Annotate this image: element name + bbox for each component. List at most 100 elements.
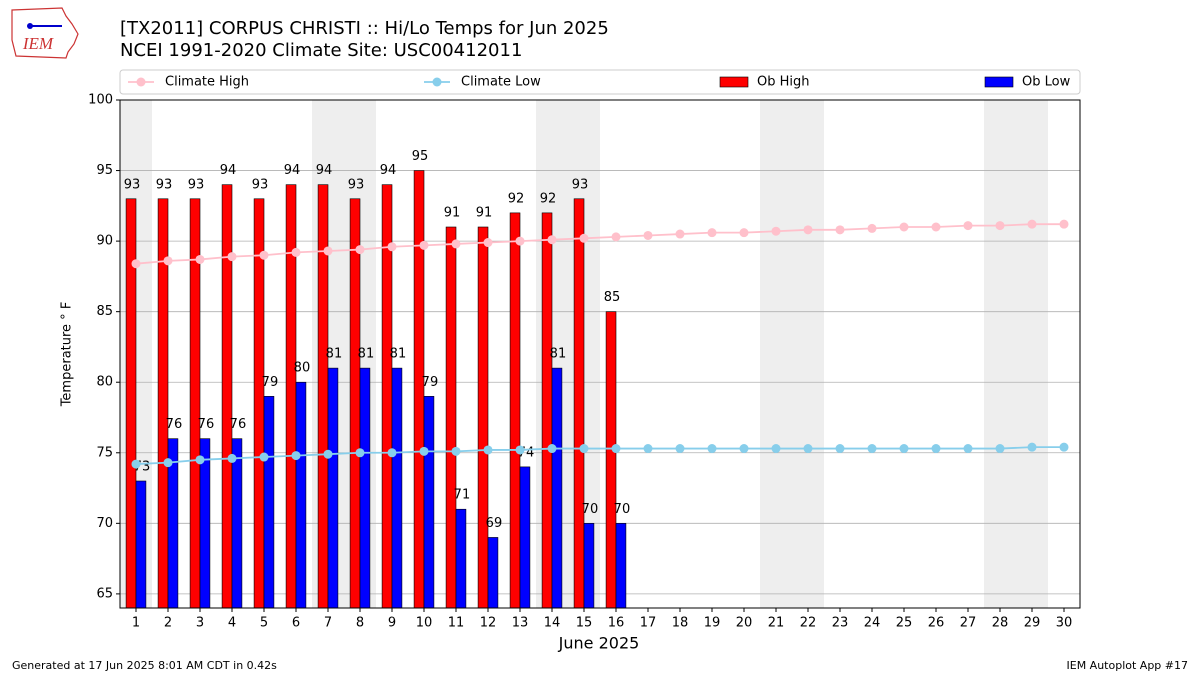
bar xyxy=(455,508,467,609)
bar xyxy=(551,367,563,609)
bar xyxy=(221,184,233,609)
legend-marker xyxy=(432,77,442,87)
point xyxy=(163,458,173,468)
x-tick-label: 7 xyxy=(324,616,332,631)
bar xyxy=(573,198,585,609)
point xyxy=(803,225,813,235)
x-tick-label: 19 xyxy=(704,616,721,631)
x-tick-label: 6 xyxy=(292,616,300,631)
y-tick-label: 70 xyxy=(96,516,113,531)
point xyxy=(963,221,973,231)
x-tick-label: 20 xyxy=(736,616,753,631)
point xyxy=(579,444,589,454)
point xyxy=(1027,219,1037,229)
chart-subtitle: NCEI 1991-2020 Climate Site: USC00412011 xyxy=(120,40,522,61)
point xyxy=(259,250,269,260)
x-tick-label: 12 xyxy=(480,616,497,631)
logo-text: IEM xyxy=(22,34,54,53)
plot-frame xyxy=(119,99,1081,609)
point xyxy=(323,449,333,459)
bar xyxy=(423,396,435,609)
legend-label: Climate High xyxy=(165,75,249,90)
data-label: 76 xyxy=(166,417,183,432)
y-tick-label: 90 xyxy=(96,234,113,249)
point xyxy=(227,252,237,262)
x-tick-label: 5 xyxy=(260,616,268,631)
x-tick-label: 1 xyxy=(132,616,140,631)
data-label: 92 xyxy=(540,191,557,206)
x-tick-label: 8 xyxy=(356,616,364,631)
point xyxy=(1059,442,1069,452)
point xyxy=(899,444,909,454)
x-tick-label: 14 xyxy=(544,616,561,631)
bar xyxy=(477,226,489,609)
x-tick-label: 23 xyxy=(832,616,849,631)
bar xyxy=(519,466,531,609)
logo: IEM xyxy=(11,7,79,59)
data-label: 81 xyxy=(326,347,343,362)
bar xyxy=(509,212,521,609)
x-tick-label: 27 xyxy=(960,616,977,631)
bar xyxy=(583,523,595,609)
x-tick-label: 28 xyxy=(992,616,1009,631)
x-tick-label: 11 xyxy=(448,616,465,631)
chart-title: [TX2011] CORPUS CHRISTI :: Hi/Lo Temps f… xyxy=(120,18,609,39)
point xyxy=(323,246,333,256)
point xyxy=(515,445,525,455)
data-label: 93 xyxy=(156,177,173,192)
weekend-shade xyxy=(1016,100,1048,608)
x-tick-label: 30 xyxy=(1056,616,1073,631)
point xyxy=(739,444,749,454)
point xyxy=(387,242,397,252)
point xyxy=(771,444,781,454)
bar xyxy=(359,367,371,609)
bar xyxy=(541,212,553,609)
y-tick-label: 75 xyxy=(96,445,113,460)
point xyxy=(963,444,973,454)
point xyxy=(707,228,717,238)
data-label: 91 xyxy=(476,206,493,221)
point xyxy=(707,444,717,454)
y-tick-label: 80 xyxy=(96,375,113,390)
point xyxy=(419,240,429,250)
weekend-shade xyxy=(984,100,1016,608)
legend-label: Ob Low xyxy=(1022,75,1071,90)
point xyxy=(163,256,173,266)
bar xyxy=(135,480,147,609)
point xyxy=(355,448,365,458)
x-tick-label: 4 xyxy=(228,616,236,631)
x-tick-label: 26 xyxy=(928,616,945,631)
footer-right: IEM Autoplot App #17 xyxy=(1067,659,1189,672)
x-tick-label: 13 xyxy=(512,616,529,631)
x-tick-label: 29 xyxy=(1024,616,1041,631)
data-label: 71 xyxy=(454,488,471,503)
point xyxy=(611,444,621,454)
point xyxy=(355,245,365,255)
legend-label: Climate Low xyxy=(461,75,541,90)
point xyxy=(995,221,1005,231)
y-tick-label: 100 xyxy=(88,93,113,108)
x-tick-label: 25 xyxy=(896,616,913,631)
x-tick-label: 15 xyxy=(576,616,593,631)
footer-left: Generated at 17 Jun 2025 8:01 AM CDT in … xyxy=(12,659,277,672)
bar xyxy=(231,438,243,609)
data-label: 81 xyxy=(390,347,407,362)
data-label: 93 xyxy=(124,177,141,192)
point xyxy=(771,226,781,236)
point xyxy=(835,444,845,454)
data-label: 94 xyxy=(380,163,397,178)
data-label: 70 xyxy=(614,502,631,517)
bar xyxy=(605,311,617,609)
data-label: 69 xyxy=(486,516,503,531)
y-tick-label: 85 xyxy=(96,304,113,319)
point xyxy=(931,444,941,454)
data-label: 94 xyxy=(316,163,333,178)
point xyxy=(547,235,557,245)
x-tick-label: 24 xyxy=(864,616,881,631)
data-label: 94 xyxy=(284,163,301,178)
bar xyxy=(349,198,361,609)
x-tick-label: 3 xyxy=(196,616,204,631)
data-label: 93 xyxy=(188,177,205,192)
data-label: 93 xyxy=(252,177,269,192)
